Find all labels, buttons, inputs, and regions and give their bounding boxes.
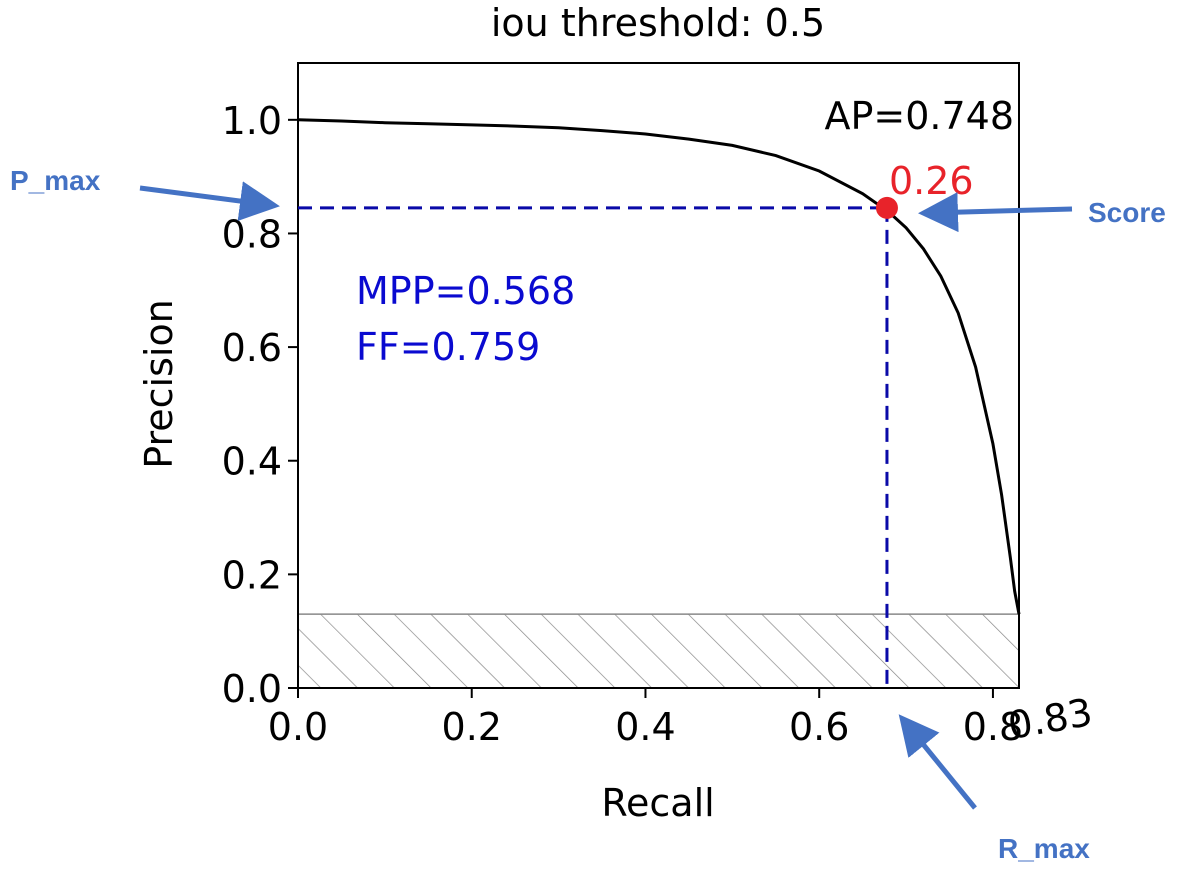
score-arrow <box>918 192 1073 233</box>
mpp-annotation: MPP=0.568 <box>356 269 575 313</box>
x-axis-label: Recall <box>601 781 714 825</box>
x-tick-label: 0.4 <box>615 705 675 749</box>
x-axis-ticks: 0.0 0.2 0.4 0.6 0.8 <box>268 688 1023 749</box>
y-tick-label: 0.0 <box>222 667 282 711</box>
y-tick-label: 0.6 <box>222 326 282 370</box>
xmax-tick-label: 0.83 <box>1005 690 1096 748</box>
p-max-callout-label: P_max <box>10 165 101 196</box>
ff-annotation: FF=0.759 <box>356 325 540 369</box>
p-max-arrow <box>139 181 280 221</box>
y-tick-label: 0.2 <box>222 553 282 597</box>
score-marker-label: 0.26 <box>889 159 974 203</box>
x-tick-label: 0.6 <box>789 705 849 749</box>
chart-title: iou threshold: 0.5 <box>491 1 825 45</box>
ap-annotation: AP=0.748 <box>824 94 1014 138</box>
score-marker-point <box>875 196 898 219</box>
y-tick-label: 0.8 <box>222 212 282 256</box>
x-tick-label: 0.2 <box>442 705 502 749</box>
pr-curve-line <box>297 118 1021 615</box>
y-tick-label: 0.4 <box>222 440 282 484</box>
x-tick-label: 0.0 <box>268 705 328 749</box>
y-tick-label: 1.0 <box>222 99 282 143</box>
score-callout-label: Score <box>1088 197 1166 228</box>
y-axis-ticks: 0.0 0.2 0.4 0.6 0.8 1.0 <box>222 99 298 711</box>
hatched-region <box>297 613 1020 689</box>
r-max-arrow <box>898 714 977 810</box>
plot-frame <box>297 62 1020 689</box>
y-axis-label: Precision <box>137 299 181 469</box>
r-max-callout-label: R_max <box>998 833 1090 864</box>
x-tick-label: 0.8 <box>963 705 1023 749</box>
